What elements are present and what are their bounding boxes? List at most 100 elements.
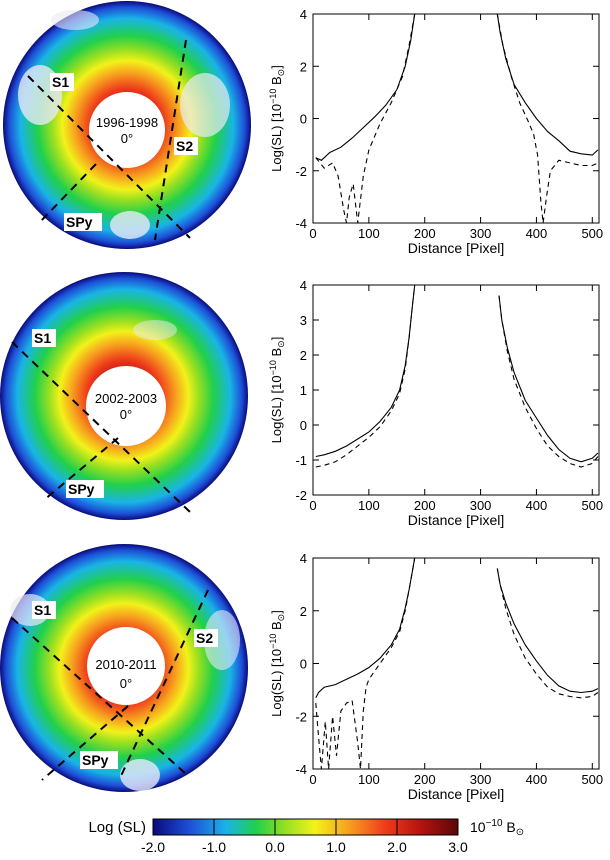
occulter-disk bbox=[89, 92, 165, 168]
x-tick-label: 500 bbox=[581, 226, 603, 241]
colorbar-tick-label: -2.0 bbox=[141, 839, 165, 855]
y-tick-label: 1 bbox=[300, 383, 307, 398]
period-label: 1996-1998 bbox=[96, 115, 158, 130]
cut-label-spy: SPy bbox=[68, 481, 95, 497]
colorbar-unit: 10−10 B⊙ bbox=[470, 818, 524, 838]
x-tick-label: 100 bbox=[358, 498, 380, 513]
label-bg bbox=[194, 629, 218, 647]
x-axis-label: Distance [Pixel] bbox=[408, 512, 504, 528]
cut-line-spy bbox=[43, 437, 119, 501]
y-tick-label: 0 bbox=[300, 112, 307, 127]
y-tick-label: 0 bbox=[300, 657, 307, 672]
cut-line-s1 bbox=[27, 75, 191, 239]
colorbar-tick-label: -1.0 bbox=[202, 839, 226, 855]
colorbar-tick-label: 2.0 bbox=[387, 839, 407, 855]
x-tick-label: 0 bbox=[309, 226, 316, 241]
cut-label-s2: S2 bbox=[176, 138, 193, 154]
series-line-dashed bbox=[315, 285, 416, 468]
y-axis-label: Log(SL) [10−10 B⊙] bbox=[268, 65, 286, 172]
x-tick-label: 300 bbox=[470, 498, 492, 513]
colorbar-tick-label: 1.0 bbox=[326, 839, 346, 855]
y-tick-label: 4 bbox=[300, 7, 307, 22]
y-tick-label: 4 bbox=[300, 551, 307, 566]
image-panel-2: S1 SPy 2002-2003 0° bbox=[0, 272, 248, 520]
cut-line-s2 bbox=[119, 589, 209, 779]
x-tick-label: 400 bbox=[526, 498, 548, 513]
x-tick-label: 200 bbox=[414, 498, 436, 513]
image-panel-3: S1 S2 SPy 2010-2011 0° bbox=[0, 544, 248, 792]
x-tick-label: 300 bbox=[470, 226, 492, 241]
bright-patch bbox=[180, 73, 230, 137]
x-tick-label: 200 bbox=[414, 226, 436, 241]
x-tick-label: 500 bbox=[581, 498, 603, 513]
period-label: 2002-2003 bbox=[95, 391, 157, 406]
series-line-solid bbox=[315, 285, 416, 458]
angle-label: 0° bbox=[120, 407, 132, 422]
series-line-dashed bbox=[496, 14, 599, 223]
series-line-dashed bbox=[496, 568, 599, 699]
y-tick-label: 2 bbox=[300, 604, 307, 619]
y-tick-label: -2 bbox=[295, 164, 307, 179]
occulter-disk bbox=[86, 366, 166, 446]
y-axis-label: Log(SL) [10−10 B⊙] bbox=[268, 337, 286, 444]
colorbar-ticks: -2.0 -1.0 0.0 1.0 2.0 3.0 bbox=[141, 819, 468, 855]
colorbar-tick-label: 0.0 bbox=[265, 839, 285, 855]
cut-label-spy: SPy bbox=[82, 752, 109, 768]
label-bg bbox=[50, 73, 74, 91]
bright-patch bbox=[120, 759, 160, 791]
x-tick-label: 100 bbox=[358, 226, 380, 241]
series-line-solid bbox=[496, 14, 599, 156]
x-tick-label: 500 bbox=[581, 772, 603, 787]
cut-label-s2: S2 bbox=[196, 630, 213, 646]
bright-patch bbox=[204, 610, 240, 670]
x-tick-label: 0 bbox=[309, 772, 316, 787]
occulter-disk bbox=[87, 627, 165, 705]
y-tick-label: -2 bbox=[295, 709, 307, 724]
colorbar: Log (SL) -2.0 -1.0 0.0 1.0 2.0 3.0 10−10 B⊙ bbox=[88, 818, 524, 855]
colorbar-tick-label: 3.0 bbox=[448, 839, 468, 855]
label-bg bbox=[80, 751, 118, 769]
series-line-solid bbox=[496, 568, 599, 694]
cut-line-spy bbox=[41, 705, 129, 781]
profile-plot-2: 0 100 200 300 400 500 -2 -1 0 1 2 3 4 Distance [Pixel… bbox=[268, 278, 603, 528]
x-axis-label: Distance [Pixel] bbox=[408, 240, 504, 256]
y-axis-label: Log(SL) [10−10 B⊙] bbox=[268, 610, 286, 717]
image-panel-1: S1 S2 SPy 1996-1998 0° bbox=[3, 1, 251, 249]
cut-label-spy: SPy bbox=[66, 214, 93, 230]
series-line-dashed bbox=[315, 558, 416, 769]
x-tick-label: 400 bbox=[526, 226, 548, 241]
x-axis-label: Distance [Pixel] bbox=[408, 786, 504, 802]
angle-label: 0° bbox=[120, 676, 132, 691]
series-line-dashed bbox=[498, 295, 599, 468]
x-tick-label: 300 bbox=[470, 772, 492, 787]
y-tick-label: 2 bbox=[300, 348, 307, 363]
label-bg bbox=[32, 601, 56, 619]
angle-label: 0° bbox=[121, 131, 133, 146]
cut-line-s1 bbox=[11, 617, 187, 775]
plot-frame bbox=[312, 13, 600, 224]
cut-line-s2 bbox=[154, 39, 187, 241]
label-bg bbox=[32, 329, 56, 347]
bright-patch bbox=[133, 320, 177, 340]
cut-label-s1: S1 bbox=[34, 602, 51, 618]
colorbar-label: Log (SL) bbox=[88, 819, 146, 836]
label-bg bbox=[64, 213, 102, 231]
label-bg bbox=[66, 480, 104, 498]
y-tick-label: 0 bbox=[300, 418, 307, 433]
cut-label-s1: S1 bbox=[34, 330, 51, 346]
y-tick-label: 4 bbox=[300, 278, 307, 293]
y-tick-label: -2 bbox=[295, 488, 307, 503]
series-line-dashed bbox=[315, 14, 416, 223]
x-tick-label: 0 bbox=[309, 498, 316, 513]
x-tick-label: 200 bbox=[414, 772, 436, 787]
profile-plot-1: 0 100 200 300 400 500 -4 -2 0 2 4 Distance [Pixel] L… bbox=[268, 7, 603, 256]
period-label: 2010-2011 bbox=[95, 657, 156, 672]
profile-plot-3: 0 100 200 300 400 500 -4 -2 0 2 4 Distance [Pixel] L… bbox=[268, 551, 603, 802]
x-tick-label: 400 bbox=[526, 772, 548, 787]
y-tick-label: -4 bbox=[295, 762, 307, 777]
cut-label-s1: S1 bbox=[52, 74, 69, 90]
y-tick-label: -4 bbox=[295, 216, 307, 231]
y-tick-label: 3 bbox=[300, 313, 307, 328]
bright-patch bbox=[51, 10, 99, 30]
